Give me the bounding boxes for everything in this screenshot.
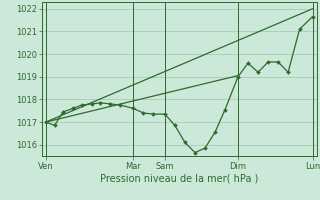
X-axis label: Pression niveau de la mer( hPa ): Pression niveau de la mer( hPa )	[100, 173, 258, 183]
